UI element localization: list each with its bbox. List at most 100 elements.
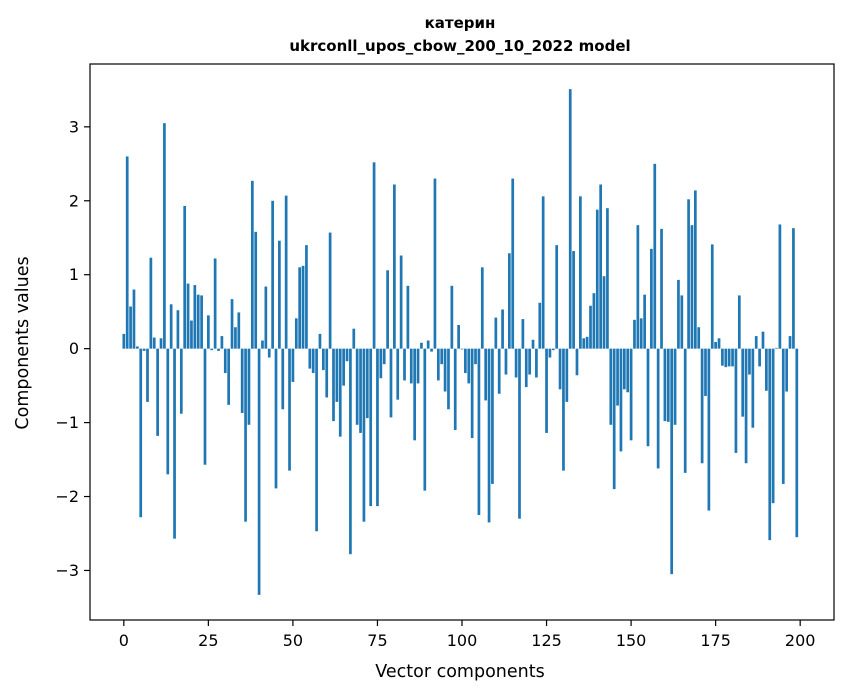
x-axis-ticks: 0 25 50 75 100 125 150 175 200 — [119, 620, 815, 650]
bar-193 — [775, 347, 778, 349]
bar-12 — [163, 123, 166, 349]
bar-85 — [409, 348, 413, 384]
bar-127 — [551, 348, 555, 351]
bar-119 — [524, 348, 528, 388]
bar-125 — [545, 348, 548, 433]
bar-128 — [555, 245, 559, 349]
bar-21 — [193, 285, 197, 349]
bar-55 — [308, 348, 312, 369]
bar-39 — [254, 231, 258, 349]
bar-182 — [737, 295, 741, 349]
bar-5 — [139, 348, 143, 518]
bar-199 — [795, 348, 799, 538]
bar-118 — [521, 319, 525, 349]
bar-173 — [707, 348, 711, 511]
bar-110 — [494, 317, 498, 349]
bar-31 — [227, 348, 231, 405]
bar-161 — [666, 348, 670, 422]
bar-51 — [294, 318, 298, 349]
bar-27 — [213, 258, 217, 349]
x-tick-label: 50 — [283, 631, 303, 650]
bar-93 — [436, 348, 440, 381]
bar-169 — [693, 190, 697, 349]
bar-102 — [467, 348, 471, 384]
x-axis-label: Vector components — [375, 662, 544, 682]
bar-80 — [393, 184, 396, 349]
bar-170 — [697, 327, 701, 349]
bar-56 — [311, 348, 315, 374]
bar-156 — [650, 248, 653, 349]
y-tick-label: 0 — [69, 339, 79, 358]
bar-2 — [129, 306, 132, 349]
bar-164 — [677, 279, 680, 349]
bar-95 — [443, 348, 447, 392]
bar-143 — [606, 208, 609, 349]
bar-11 — [159, 338, 163, 349]
bar-59 — [321, 348, 325, 371]
bar-138 — [589, 305, 592, 349]
x-tick-label: 175 — [700, 631, 731, 650]
bars-group — [122, 89, 799, 595]
bar-60 — [325, 348, 329, 398]
chart-subtitle: ukrconll_upos_cbow_200_10_2022 model — [289, 37, 630, 55]
bar-40 — [257, 348, 261, 595]
bar-3 — [132, 289, 136, 349]
bar-41 — [261, 340, 264, 349]
bar-4 — [135, 346, 139, 349]
bar-120 — [528, 348, 531, 375]
bar-107 — [484, 348, 488, 401]
bar-61 — [328, 232, 332, 349]
bar-94 — [440, 348, 444, 365]
bar-74 — [372, 162, 376, 349]
bar-76 — [379, 348, 383, 379]
bar-163 — [673, 348, 677, 425]
bar-154 — [643, 294, 646, 349]
bar-105 — [477, 348, 481, 516]
bar-54 — [305, 245, 308, 349]
bar-98 — [453, 348, 457, 430]
bar-136 — [582, 338, 586, 349]
bar-44 — [271, 200, 274, 349]
bar-22 — [196, 294, 200, 349]
bar-92 — [433, 178, 437, 349]
bar-10 — [156, 348, 159, 436]
bar-58 — [318, 333, 322, 349]
x-tick-label: 125 — [531, 631, 562, 650]
bar-114 — [507, 253, 511, 349]
bar-188 — [758, 348, 761, 367]
bar-168 — [690, 225, 694, 349]
bar-99 — [457, 324, 460, 349]
bar-97 — [450, 285, 454, 349]
plot-frame — [89, 63, 835, 621]
y-tick-label: 2 — [69, 191, 79, 210]
bar-195 — [781, 348, 785, 484]
bar-42 — [264, 286, 268, 349]
bar-187 — [754, 336, 758, 349]
bar-65 — [342, 348, 345, 386]
bar-30 — [223, 348, 227, 374]
bar-72 — [365, 348, 369, 419]
bar-9 — [152, 337, 156, 349]
bar-34 — [237, 312, 241, 349]
bar-191 — [768, 348, 772, 541]
bar-48 — [284, 195, 288, 349]
bar-91 — [430, 348, 433, 352]
bar-172 — [704, 348, 707, 396]
bar-19 — [186, 283, 190, 349]
bar-123 — [538, 302, 542, 349]
bar-78 — [386, 270, 389, 349]
bar-7 — [146, 348, 149, 402]
bar-84 — [406, 285, 410, 349]
bar-121 — [531, 339, 535, 349]
bar-46 — [278, 240, 281, 349]
bar-13 — [166, 348, 170, 475]
bar-177 — [721, 348, 724, 366]
bar-149 — [626, 348, 630, 393]
y-tick-label: 1 — [69, 265, 79, 284]
bar-140 — [595, 209, 599, 349]
bar-190 — [765, 348, 768, 391]
bar-103 — [470, 348, 474, 439]
bar-70 — [359, 348, 362, 433]
bar-66 — [345, 348, 349, 362]
bar-69 — [355, 348, 359, 425]
